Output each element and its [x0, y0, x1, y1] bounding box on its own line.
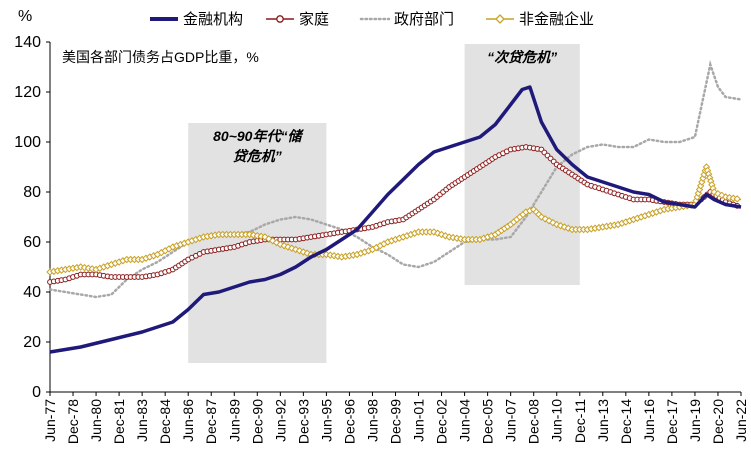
- legend-marker: [276, 15, 284, 23]
- series-lines: [46, 59, 743, 354]
- x-tick-label: Dec-93: [295, 399, 311, 444]
- y-tick-label: 80: [23, 184, 41, 201]
- data-point: [430, 228, 438, 236]
- x-tick-label: Dec-81: [111, 399, 127, 444]
- axes: 0 20 40 60 80 100 120 140 Jun-77 Dec-78 Jun-80 Dec-…: [14, 34, 749, 444]
- x-tick-label: Jun-22: [733, 399, 749, 442]
- series-line: [48, 59, 743, 299]
- data-point: [733, 195, 741, 203]
- x-tick-label: Dec-90: [249, 399, 265, 444]
- x-tick-label: Jun-92: [272, 399, 288, 442]
- legend-item-4: 非金融企业: [486, 10, 594, 28]
- y-tick-label: 140: [14, 34, 41, 51]
- data-point: [710, 188, 718, 196]
- x-tick-label: Jun-13: [595, 399, 611, 442]
- x-tick-label: Dec-99: [388, 399, 404, 444]
- legend-label: 非金融企业: [519, 10, 594, 28]
- series-4: [46, 163, 742, 276]
- x-tick-label: Jun-01: [411, 399, 427, 442]
- data-point: [718, 191, 726, 200]
- data-point: [299, 248, 308, 256]
- x-tick-label: Dec-11: [572, 399, 588, 443]
- chart-note: 美国各部门债务占GDP比重，%: [62, 49, 259, 65]
- data-point: [441, 232, 450, 240]
- y-tick-label: 40: [23, 284, 41, 301]
- x-tick-label: Jun-95: [318, 399, 334, 442]
- data-point: [295, 247, 304, 255]
- legend-label: 政府部门: [394, 11, 454, 28]
- data-point: [291, 245, 300, 254]
- data-point: [265, 235, 273, 243]
- series-2: [47, 144, 742, 285]
- x-tick-label: Jun-04: [457, 399, 473, 442]
- x-tick-label: Dec-84: [157, 399, 173, 444]
- y-tick-label: 0: [32, 384, 41, 401]
- y-tick-label: 20: [23, 334, 41, 351]
- data-point: [261, 233, 269, 241]
- data-point: [537, 213, 546, 221]
- x-tick-label: Dec-14: [618, 399, 634, 444]
- data-point: [303, 249, 311, 257]
- x-tick-label: Dec-08: [526, 399, 542, 444]
- x-tick-label: Jun-98: [364, 399, 380, 442]
- y-tick-label: 120: [14, 84, 41, 101]
- data-point: [434, 229, 442, 237]
- x-tick-label: Dec-87: [203, 399, 219, 444]
- legend-label: 家庭: [299, 11, 329, 28]
- legend-label: 金融机构: [183, 11, 243, 28]
- series-1: [49, 85, 742, 354]
- x-tick-label: Jun-07: [503, 399, 519, 442]
- data-point: [541, 215, 549, 223]
- x-tick-label: Dec-17: [664, 399, 680, 444]
- x-tick-label: Jun-83: [134, 399, 150, 442]
- series-line: [49, 85, 742, 354]
- legend: 金融机构 家庭 政府部门 非金融企业: [150, 10, 594, 28]
- series-line: [49, 146, 742, 283]
- legend-item-1: 金融机构: [150, 11, 243, 28]
- x-tick-label: Dec-20: [710, 399, 726, 444]
- x-tick-label: Jun-86: [180, 399, 196, 442]
- data-point: [268, 237, 277, 245]
- x-tick-label: Dec-78: [65, 399, 81, 444]
- x-tick-label: Jun-16: [641, 399, 657, 442]
- y-tick-label: 60: [23, 234, 41, 251]
- shaded-period-label-2: “次贷危机”: [487, 49, 557, 65]
- data-point: [545, 217, 553, 225]
- x-tick-label: Dec-05: [480, 399, 496, 444]
- x-tick-label: Dec-96: [341, 399, 357, 444]
- legend-item-2: 家庭: [266, 11, 329, 28]
- series-3: [48, 59, 743, 299]
- x-tick-label: Jun-77: [42, 399, 58, 442]
- y-unit-label: %: [18, 8, 32, 25]
- x-tick-label: Jun-10: [549, 399, 565, 442]
- data-point: [714, 189, 722, 198]
- x-tick-label: Jun-89: [226, 399, 242, 442]
- shaded-period-label-1-line2: 贷危机”: [233, 148, 282, 164]
- legend-item-3: 政府部门: [359, 11, 454, 28]
- x-tick-label: Jun-19: [687, 399, 703, 442]
- x-tick-label: Jun-80: [88, 399, 104, 442]
- x-tick-label: Dec-02: [434, 399, 450, 444]
- shaded-period-label-1: 80~90年代“储: [213, 128, 304, 144]
- legend-marker: [495, 14, 505, 24]
- data-point: [437, 230, 446, 239]
- y-tick-label: 100: [14, 134, 41, 151]
